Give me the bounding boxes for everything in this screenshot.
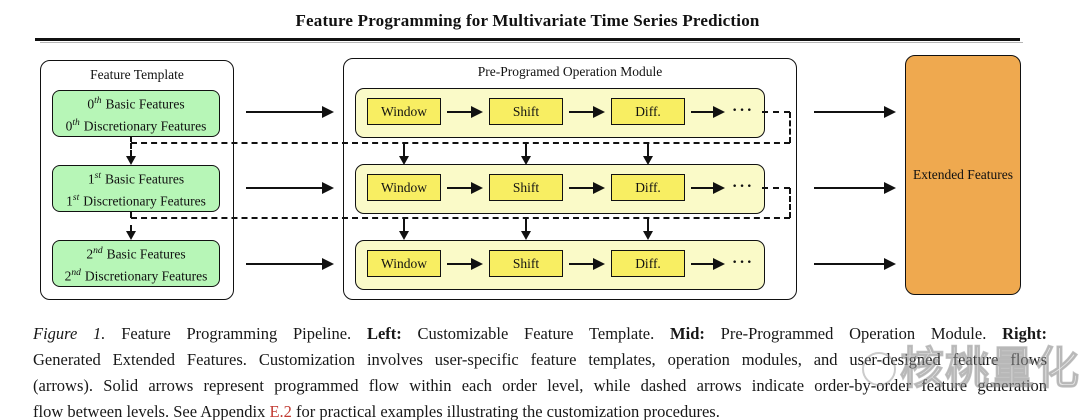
flow-arrow: [447, 106, 483, 118]
caption-line-1: Figure 1. Feature Programming Pipeline. …: [33, 324, 1047, 343]
module-dashed-arrow: [643, 144, 653, 165]
feature-box-line: 2nd Basic Features: [86, 246, 186, 262]
template-to-module-arrow: [246, 182, 334, 194]
op-diff-box: Diff.: [611, 174, 685, 201]
op-window-box: Window: [367, 98, 441, 125]
row-output-dashed-down: [789, 188, 791, 218]
op-shift-box: Shift: [489, 98, 563, 125]
module-to-output-arrow: [814, 106, 896, 118]
feature-box-line: 1st Discretionary Features: [66, 192, 206, 209]
feature-box-order-2: 2nd Basic Features 2nd Discretionary Featu…: [52, 240, 220, 287]
module-to-output-arrow: [814, 182, 896, 194]
order-feedback-dashed-line: [131, 217, 790, 219]
paper-title: Feature Programming for Multivariate Tim…: [295, 11, 760, 30]
row-output-dashed-down: [789, 112, 791, 143]
caption-line-3: (arrows). Solid arrows represent program…: [33, 376, 1047, 395]
module-dashed-arrow: [643, 219, 653, 240]
op-shift-box: Shift: [489, 174, 563, 201]
template-to-module-arrow: [246, 106, 334, 118]
caption-line-4: flow between levels. See Appendix E.2 fo…: [33, 402, 720, 420]
module-dashed-arrow: [399, 144, 409, 165]
ellipsis-more-ops: ···: [731, 254, 754, 271]
module-to-output-arrow: [814, 258, 896, 270]
feature-box-line: 1st Basic Features: [87, 171, 185, 187]
title-rule-shadow: [40, 41, 1023, 43]
flow-arrow: [569, 258, 605, 270]
row-output-dashed-stub: [762, 111, 790, 113]
flow-arrow: [691, 258, 725, 270]
feature-box-order-1: 1st Basic Features 1st Discretionary Featu…: [52, 165, 220, 212]
feature-box-line: 0th Discretionary Features: [65, 117, 207, 134]
operation-module-title: Pre-Programed Operation Module: [477, 64, 663, 79]
flow-arrow: [447, 182, 483, 194]
feature-box-line: 2nd Discretionary Features: [64, 267, 208, 284]
feature-box-line: 0th Basic Features: [87, 96, 185, 112]
figure-caption: Figure 1. Feature Programming Pipeline. …: [33, 321, 1047, 420]
extended-features-label: Extended Features: [912, 167, 1014, 182]
op-shift-box: Shift: [489, 250, 563, 277]
flow-arrow: [447, 258, 483, 270]
ellipsis-more-ops: ···: [731, 178, 754, 195]
module-dashed-arrow: [521, 144, 531, 165]
order-feedback-dashed-line: [131, 142, 790, 144]
feature-template-title: Feature Template: [90, 67, 184, 82]
flow-arrow: [691, 182, 725, 194]
op-window-box: Window: [367, 174, 441, 201]
template-dashed-arrow: [126, 212, 136, 240]
module-dashed-arrow: [521, 219, 531, 240]
flow-arrow: [569, 182, 605, 194]
template-dashed-arrow: [126, 136, 136, 165]
appendix-link[interactable]: E.2: [269, 402, 292, 420]
op-diff-box: Diff.: [611, 250, 685, 277]
row-output-dashed-stub: [762, 187, 790, 189]
title-rule: [35, 38, 1020, 41]
op-window-box: Window: [367, 250, 441, 277]
module-dashed-arrow: [399, 219, 409, 240]
ellipsis-more-ops: ···: [731, 102, 754, 119]
caption-line-2: Generated Extended Features. Customizati…: [33, 350, 1047, 369]
flow-arrow: [691, 106, 725, 118]
template-to-module-arrow: [246, 258, 334, 270]
feature-box-order-0: 0th Basic Features 0th Discretionary Featu…: [52, 90, 220, 137]
flow-arrow: [569, 106, 605, 118]
extended-features-box: Extended Features: [905, 55, 1021, 295]
op-diff-box: Diff.: [611, 98, 685, 125]
